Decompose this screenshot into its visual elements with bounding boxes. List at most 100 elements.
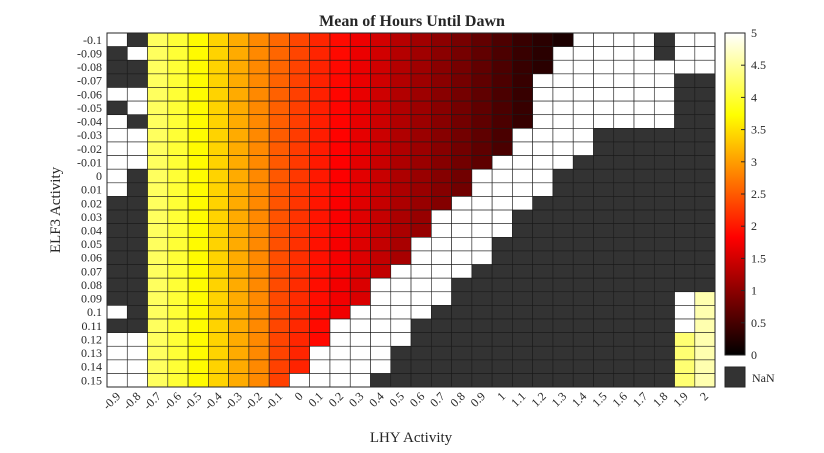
heatmap-cell (371, 374, 391, 388)
heatmap-cell (168, 87, 188, 101)
heatmap-cell (593, 74, 613, 88)
heatmap-cell (695, 183, 715, 197)
heatmap-cell (695, 292, 715, 306)
heatmap-cell (512, 305, 532, 319)
heatmap-cell (148, 278, 168, 292)
heatmap-cell (553, 333, 573, 347)
heatmap-cell (472, 237, 492, 251)
heatmap-cell (452, 251, 472, 265)
heatmap-cell (208, 333, 228, 347)
heatmap-cell (553, 265, 573, 279)
heatmap-cell (350, 251, 370, 265)
heatmap-cell (269, 183, 289, 197)
heatmap-cell (533, 251, 553, 265)
heatmap-cell (391, 224, 411, 238)
heatmap-cell (472, 101, 492, 115)
heatmap-cell (391, 265, 411, 279)
x-tick-label: -0.9 (100, 389, 123, 412)
heatmap-cell (472, 142, 492, 156)
heatmap-cell (148, 319, 168, 333)
heatmap-cell (452, 374, 472, 388)
heatmap-cell (695, 251, 715, 265)
colorbar-tick-label: 0.5 (751, 316, 766, 330)
heatmap-cell (593, 142, 613, 156)
heatmap-cell (472, 47, 492, 61)
heatmap-cell (310, 333, 330, 347)
heatmap-cell (330, 292, 350, 306)
heatmap-cell (371, 292, 391, 306)
heatmap-cell (208, 47, 228, 61)
heatmap-cell (229, 87, 249, 101)
chart-title: Mean of Hours Until Dawn (319, 13, 505, 30)
heatmap-cell (573, 142, 593, 156)
y-tick-label: -0.1 (83, 33, 102, 47)
heatmap-cell (472, 360, 492, 374)
y-tick-label: 0.05 (81, 237, 102, 251)
heatmap-cell (350, 210, 370, 224)
heatmap-cell (229, 210, 249, 224)
heatmap-cell (431, 115, 451, 129)
x-tick-label: 1.3 (549, 389, 570, 410)
heatmap-cell (452, 60, 472, 74)
heatmap-cell (553, 87, 573, 101)
heatmap-cell (249, 224, 269, 238)
heatmap-cell (634, 142, 654, 156)
y-tick-label: 0.11 (81, 319, 102, 333)
heatmap-cell (695, 346, 715, 360)
heatmap-cell (634, 74, 654, 88)
heatmap-cell (675, 210, 695, 224)
heatmap-cell (573, 224, 593, 238)
heatmap-cell (533, 196, 553, 210)
heatmap-cell (371, 87, 391, 101)
heatmap-cell (512, 60, 532, 74)
heatmap-cell (411, 101, 431, 115)
heatmap-cell (675, 101, 695, 115)
heatmap-cell (533, 360, 553, 374)
heatmap-cell (289, 142, 309, 156)
heatmap-cell (654, 47, 674, 61)
heatmap-cell (350, 33, 370, 47)
heatmap-cell (107, 128, 127, 142)
heatmap-cell (573, 319, 593, 333)
heatmap-cell (168, 319, 188, 333)
heatmap-cell (614, 360, 634, 374)
heatmap-cell (371, 237, 391, 251)
heatmap-cell (269, 374, 289, 388)
heatmap-cell (431, 251, 451, 265)
heatmap-cell (695, 224, 715, 238)
heatmap-cell (127, 60, 147, 74)
heatmap-cell (614, 374, 634, 388)
heatmap-cell (208, 360, 228, 374)
heatmap-cell (107, 265, 127, 279)
nan-swatch (725, 367, 745, 387)
heatmap-cell (310, 196, 330, 210)
heatmap-cell (371, 265, 391, 279)
heatmap-cell (269, 74, 289, 88)
colorbar-tick-label: 2 (751, 219, 757, 233)
heatmap-cell (472, 333, 492, 347)
heatmap-cell (533, 142, 553, 156)
heatmap-cell (573, 210, 593, 224)
heatmap-cell (350, 101, 370, 115)
heatmap-cell (431, 169, 451, 183)
heatmap-cell (208, 183, 228, 197)
x-tick-label: 0.3 (346, 389, 367, 410)
heatmap-cell (208, 33, 228, 47)
heatmap-cell (127, 87, 147, 101)
heatmap-cell (553, 156, 573, 170)
heatmap-cell (593, 115, 613, 129)
heatmap-cell (208, 142, 228, 156)
heatmap-cell (330, 196, 350, 210)
heatmap-cell (472, 319, 492, 333)
heatmap-cell (512, 265, 532, 279)
heatmap-cell (208, 278, 228, 292)
heatmap-cell (634, 292, 654, 306)
heatmap-cell (330, 156, 350, 170)
heatmap-cell (472, 74, 492, 88)
heatmap-cell (148, 237, 168, 251)
heatmap-cell (695, 305, 715, 319)
heatmap-cell (512, 87, 532, 101)
heatmap-cell (695, 169, 715, 183)
heatmap-cell (269, 115, 289, 129)
